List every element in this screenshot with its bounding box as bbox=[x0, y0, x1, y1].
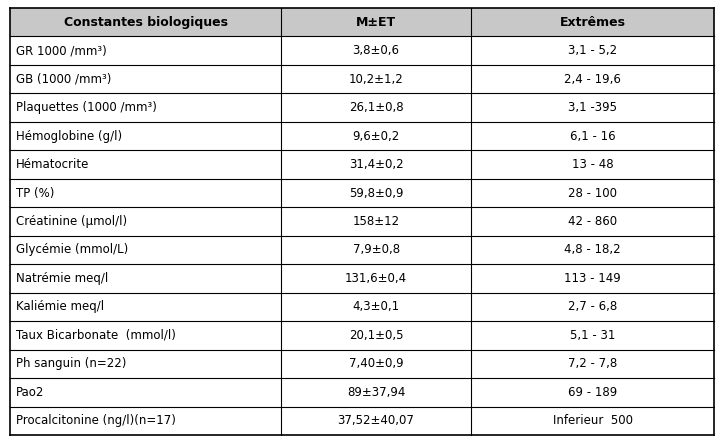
Text: Constantes biologiques: Constantes biologiques bbox=[64, 16, 227, 29]
Text: 28 - 100: 28 - 100 bbox=[568, 187, 617, 199]
Text: 158±12: 158±12 bbox=[353, 215, 400, 228]
Text: TP (%): TP (%) bbox=[16, 187, 54, 199]
Text: GR 1000 /mm³): GR 1000 /mm³) bbox=[16, 44, 106, 57]
Text: 6,1 - 16: 6,1 - 16 bbox=[570, 130, 615, 143]
Text: Procalcitonine (ng/l)(n=17): Procalcitonine (ng/l)(n=17) bbox=[16, 414, 176, 427]
Text: Plaquettes (1000 /mm³): Plaquettes (1000 /mm³) bbox=[16, 101, 157, 114]
Text: Extrêmes: Extrêmes bbox=[560, 16, 626, 29]
Text: 59,8±0,9: 59,8±0,9 bbox=[349, 187, 403, 199]
Text: Inferieur  500: Inferieur 500 bbox=[552, 414, 633, 427]
Text: Glycémie (mmol/L): Glycémie (mmol/L) bbox=[16, 244, 128, 256]
Bar bbox=[10, 8, 714, 36]
Text: Natrémie meq/l: Natrémie meq/l bbox=[16, 272, 109, 285]
Text: Kaliémie meq/l: Kaliémie meq/l bbox=[16, 300, 104, 313]
Text: 9,6±0,2: 9,6±0,2 bbox=[353, 130, 400, 143]
Text: GB (1000 /mm³): GB (1000 /mm³) bbox=[16, 73, 111, 85]
Text: 4,3±0,1: 4,3±0,1 bbox=[353, 300, 400, 313]
Text: 42 - 860: 42 - 860 bbox=[568, 215, 617, 228]
Text: Créatinine (µmol/l): Créatinine (µmol/l) bbox=[16, 215, 127, 228]
Text: Pao2: Pao2 bbox=[16, 386, 44, 399]
Text: 4,8 - 18,2: 4,8 - 18,2 bbox=[564, 244, 621, 256]
Text: Hémoglobine (g/l): Hémoglobine (g/l) bbox=[16, 130, 122, 143]
Text: 7,2 - 7,8: 7,2 - 7,8 bbox=[568, 358, 617, 370]
Text: Taux Bicarbonate  (mmol/l): Taux Bicarbonate (mmol/l) bbox=[16, 329, 176, 342]
Text: 131,6±0,4: 131,6±0,4 bbox=[345, 272, 407, 285]
Text: 2,7 - 6,8: 2,7 - 6,8 bbox=[568, 300, 617, 313]
Text: 37,52±40,07: 37,52±40,07 bbox=[337, 414, 415, 427]
Text: Ph sanguin (n=22): Ph sanguin (n=22) bbox=[16, 358, 127, 370]
Text: 31,4±0,2: 31,4±0,2 bbox=[349, 158, 403, 171]
Text: 13 - 48: 13 - 48 bbox=[572, 158, 613, 171]
Text: 5,1 - 31: 5,1 - 31 bbox=[570, 329, 615, 342]
Text: 26,1±0,8: 26,1±0,8 bbox=[349, 101, 403, 114]
Text: 2,4 - 19,6: 2,4 - 19,6 bbox=[564, 73, 621, 85]
Text: Hématocrite: Hématocrite bbox=[16, 158, 89, 171]
Text: 3,1 - 5,2: 3,1 - 5,2 bbox=[568, 44, 617, 57]
Text: 3,8±0,6: 3,8±0,6 bbox=[353, 44, 400, 57]
Text: 69 - 189: 69 - 189 bbox=[568, 386, 617, 399]
Text: 7,40±0,9: 7,40±0,9 bbox=[349, 358, 403, 370]
Text: 10,2±1,2: 10,2±1,2 bbox=[349, 73, 403, 85]
Text: 113 - 149: 113 - 149 bbox=[564, 272, 621, 285]
Text: 7,9±0,8: 7,9±0,8 bbox=[353, 244, 400, 256]
Text: M±ET: M±ET bbox=[356, 16, 396, 29]
Text: 3,1 -395: 3,1 -395 bbox=[568, 101, 617, 114]
Text: 20,1±0,5: 20,1±0,5 bbox=[349, 329, 403, 342]
Text: 89±37,94: 89±37,94 bbox=[347, 386, 405, 399]
